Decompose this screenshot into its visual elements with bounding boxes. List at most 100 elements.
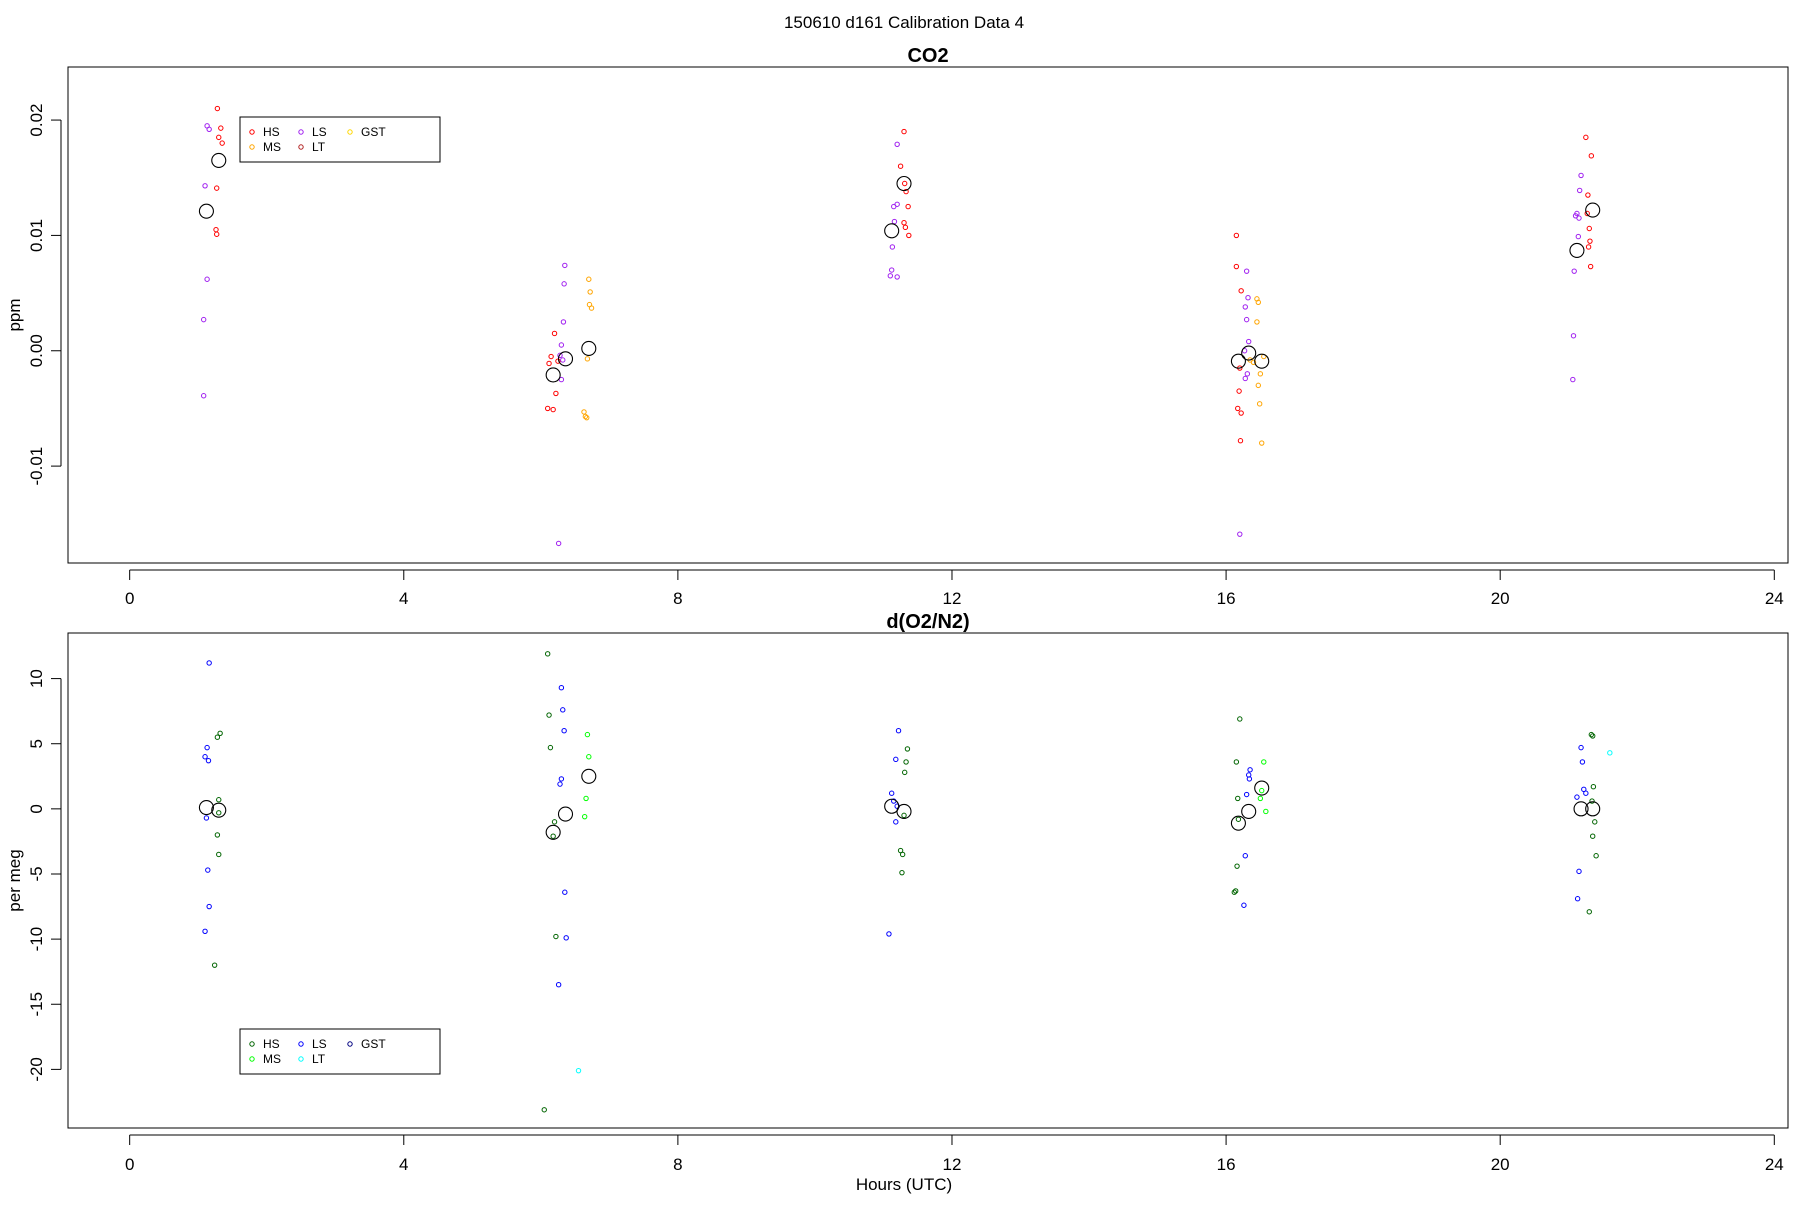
co2-data-point [561,281,567,287]
o2n2-x-tick-label: 8 [673,1155,682,1174]
o2n2-data-point [1246,776,1253,782]
co2-legend-label: LT [312,140,326,154]
co2-data-point [587,289,593,295]
co2-data-point [586,276,592,282]
o2n2-legend-label: LS [312,1037,327,1051]
co2-mean-point [545,367,561,383]
co2-legend-marker [347,129,353,135]
o2n2-data-point [203,815,210,821]
co2-mean-point [896,175,912,192]
co2-series-means [198,152,1601,383]
o2n2-data-point [895,727,902,734]
co2-x-tick-label: 12 [943,589,962,608]
co2-x-tick-label: 24 [1765,589,1784,608]
o2n2-legend-marker [298,1056,304,1062]
co2-data-point [1588,153,1595,159]
co2-data-point [901,128,907,135]
o2n2-data-point [205,867,211,873]
co2-data-point [216,134,222,141]
co2-data-point [562,262,568,269]
o2n2-data-point [550,833,556,839]
co2-data-point [1237,531,1243,537]
co2-data-point [894,141,900,147]
o2n2-legend-label: MS [263,1052,281,1066]
co2-panel-title: CO2 [907,45,948,67]
co2-data-point [560,357,566,363]
co2-y-tick-label: 0.00 [27,334,46,367]
co2-data-point [1250,359,1257,365]
o2n2-data-point [202,928,208,935]
co2-data-point [553,390,559,397]
co2-data-point [1233,263,1240,270]
o2n2-data-point [553,933,559,940]
o2n2-data-point [586,754,592,760]
figure-title: 150610 d161 Calibration Data 4 [784,13,1024,32]
o2n2-data-point [211,962,218,968]
co2-data-point [1242,375,1248,382]
co2-data-point [1583,134,1589,141]
o2n2-x-tick-label: 12 [943,1155,962,1174]
co2-mean-point [557,351,574,367]
co2-legend-label: MS [263,140,281,154]
o2n2-x-tick-label: 4 [399,1155,408,1174]
o2n2-data-point [1235,795,1241,802]
o2n2-data-point [1259,787,1265,794]
co2-data-point [1586,225,1592,232]
co2-mean-point [884,223,900,239]
co2-data-point [200,393,207,399]
co2-data-point [1235,405,1241,412]
o2n2-series-lt [575,750,1613,1074]
o2n2-legend-label: GST [361,1037,386,1051]
o2n2-data-point [584,731,591,738]
co2-data-point [206,126,212,132]
o2n2-series-ms [581,731,1269,820]
o2n2-data-point [1579,759,1586,765]
o2n2-y-tick-label: 0 [27,804,46,813]
o2n2-data-point [216,797,222,803]
co2-mean-point [1254,353,1270,369]
o2n2-data-point [205,757,212,764]
o2n2-data-point [1583,790,1589,796]
co2-data-point [213,226,219,233]
co2-data-point [891,218,898,225]
co2-y-tick-label: 0.02 [27,104,46,137]
o2n2-y-tick-label: -10 [27,927,46,952]
co2-data-point [902,180,908,187]
o2n2-data-point [581,813,588,820]
co2-mean-point [198,203,214,219]
o2n2-data-point [1235,816,1242,822]
o2n2-mean-point [1573,801,1589,817]
o2n2-y-tick-label: -15 [27,992,46,1017]
co2-x-tick-label: 8 [673,589,682,608]
o2n2-mean-point [1241,803,1257,820]
co2-mean-point [1569,242,1585,258]
o2n2-data-point [1607,750,1613,756]
o2n2-data-point [214,734,221,740]
co2-data-point [581,409,587,415]
o2n2-data-point [904,746,911,752]
co2-legend-label: LS [312,125,327,139]
co2-data-point [1237,438,1244,444]
co2-data-point [1571,268,1577,274]
co2-data-point [560,319,567,325]
o2n2-data-point [583,795,589,802]
o2n2-data-point [1237,716,1243,722]
o2n2-y-tick-label: 5 [27,739,46,748]
co2-data-point [558,376,565,383]
o2n2-data-point [902,769,908,776]
o2n2-data-point [217,730,223,737]
o2n2-legend-label: HS [263,1037,280,1051]
o2n2-x-tick-label: 16 [1217,1155,1236,1174]
co2-legend-marker [249,129,255,135]
o2n2-y-tick-label: -5 [27,866,46,881]
figure-x-axis-label: Hours (UTC) [856,1175,952,1194]
o2n2-legend-marker [347,1041,353,1047]
o2n2-panel: d(O2/N2) 0 4 8 12 16 20 24 -20 -15 -10 -5 0 5 10 per me… [5,611,1789,1174]
co2-series-hs [213,105,1595,444]
o2n2-data-point [1578,744,1584,751]
co2-data-point [888,267,895,273]
o2n2-mean-point [557,806,574,822]
